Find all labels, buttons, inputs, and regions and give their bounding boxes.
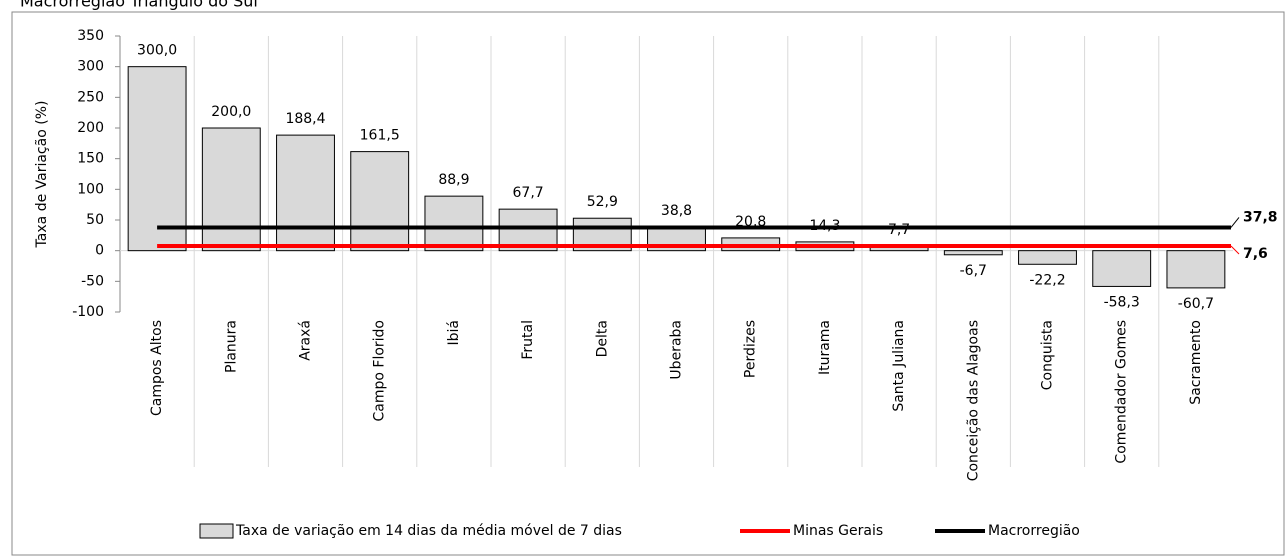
- bar: [943, 250, 1003, 256]
- legend-label: Minas Gerais: [793, 523, 883, 539]
- x-tick-label: Santa Juliana: [891, 320, 907, 412]
- leader-line: [1230, 217, 1240, 228]
- x-tick-label: Uberaba: [669, 320, 685, 380]
- x-tick-label: Delta: [594, 320, 610, 357]
- data-label: 188,4: [285, 111, 325, 127]
- x-tick-label: Comendador Gomes: [1114, 320, 1130, 464]
- x-tick-label: Iturama: [817, 320, 833, 375]
- y-tick-label: 0: [95, 243, 104, 259]
- y-tick-label: 50: [86, 212, 104, 228]
- bar: [276, 134, 335, 252]
- x-tick-label: Conquista: [1040, 320, 1056, 390]
- x-tick-label: Conceição das Alagoas: [965, 320, 981, 481]
- y-tick-label: 350: [77, 28, 104, 44]
- bar: [350, 151, 410, 252]
- bar: [1018, 250, 1077, 265]
- data-label: -58,3: [1104, 294, 1140, 310]
- reference-label: 7,6: [1243, 246, 1268, 262]
- legend-label: Macrorregião: [988, 523, 1080, 539]
- data-label: 7,7: [888, 222, 910, 238]
- bar: [127, 66, 187, 252]
- reference-label: 37,8: [1243, 209, 1278, 225]
- data-label: -6,7: [960, 263, 987, 279]
- data-label: -60,7: [1178, 296, 1214, 312]
- data-label: -22,2: [1029, 272, 1065, 288]
- bar: [498, 208, 558, 252]
- y-tick-label: 150: [77, 151, 104, 167]
- y-tick-label: 100: [77, 181, 104, 197]
- bar: [1092, 250, 1152, 287]
- legend-label: Taxa de variação em 14 dias da média móv…: [235, 523, 622, 539]
- y-tick-label: -100: [72, 304, 104, 320]
- x-tick-label: Frutal: [520, 320, 536, 360]
- data-label: 161,5: [360, 128, 400, 144]
- y-tick-label: 300: [77, 59, 104, 75]
- y-tick-label: -50: [81, 273, 104, 289]
- x-tick-label: Campos Altos: [149, 320, 165, 416]
- x-tick-label: Campo Florido: [372, 320, 388, 422]
- data-label: 88,9: [438, 172, 469, 188]
- x-tick-label: Araxá: [298, 320, 314, 361]
- legend-swatch: [199, 523, 234, 539]
- y-axis-label: Taxa de Variação (%): [34, 101, 50, 249]
- leader-line: [1230, 245, 1240, 255]
- x-tick-label: Planura: [223, 320, 239, 373]
- y-tick-label: 250: [77, 89, 104, 105]
- data-label: 38,8: [661, 203, 692, 219]
- x-tick-label: Sacramento: [1188, 320, 1204, 405]
- x-tick-label: Perdizes: [743, 320, 759, 378]
- chart-title: Macrorregião Triângulo do Sul: [20, 0, 258, 11]
- data-label: 200,0: [211, 104, 251, 120]
- data-label: 52,9: [587, 194, 618, 210]
- data-label: 300,0: [137, 43, 177, 59]
- data-label: 67,7: [513, 185, 544, 201]
- bar: [424, 195, 484, 252]
- y-tick-label: 200: [77, 120, 104, 136]
- bar: [1166, 250, 1226, 289]
- chart-frame: [11, 11, 1285, 556]
- bar: [201, 127, 261, 252]
- x-tick-label: Ibiá: [446, 320, 462, 345]
